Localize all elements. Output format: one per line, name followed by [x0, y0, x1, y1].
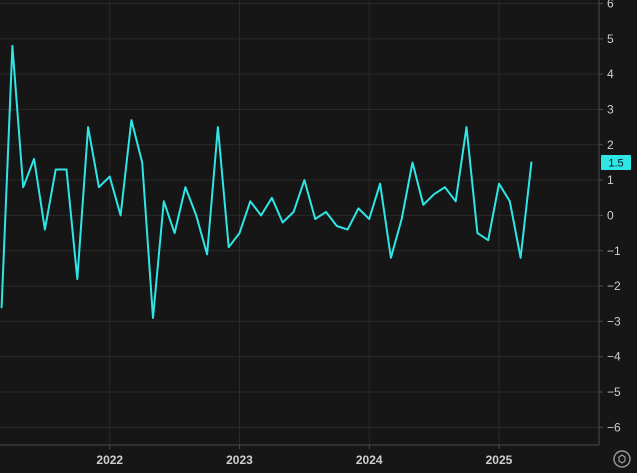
last-value-badge-bg [601, 154, 631, 170]
data-point [33, 157, 36, 160]
data-point [65, 168, 68, 171]
data-point [97, 186, 100, 189]
data-point [151, 316, 154, 319]
data-points [0, 44, 533, 319]
x-axis: 2022 2023 2024 2025 [96, 445, 513, 467]
data-point [227, 246, 230, 249]
data-point [379, 182, 382, 185]
data-point [0, 306, 3, 309]
x-tick-label: 2025 [486, 453, 513, 467]
data-point [292, 210, 295, 213]
data-point [238, 232, 241, 235]
data-point [260, 214, 263, 217]
data-point [303, 179, 306, 182]
data-point [476, 232, 479, 235]
data-point [108, 175, 111, 178]
data-point [184, 186, 187, 189]
grid [0, 0, 599, 445]
y-tick-label: 5 [607, 32, 614, 46]
data-point [22, 186, 25, 189]
last-value-badge: 1.5 [601, 154, 631, 170]
data-point [368, 217, 371, 220]
y-tick-label: 1 [607, 173, 614, 187]
data-point [389, 256, 392, 259]
y-axis: 6 5 4 3 2 1 0 −1 −2 −3 −4 −5 −6 [599, 0, 621, 434]
y-tick-label: 2 [607, 138, 614, 152]
data-point [357, 207, 360, 210]
data-point [162, 200, 165, 203]
settings-icon[interactable] [613, 450, 631, 468]
data-point [54, 168, 57, 171]
data-point [281, 221, 284, 224]
data-point [119, 214, 122, 217]
data-point [443, 186, 446, 189]
data-point [433, 193, 436, 196]
y-tick-label: −6 [607, 420, 621, 434]
data-point [519, 256, 522, 259]
data-point [130, 119, 133, 122]
last-value-label: 1.5 [608, 157, 623, 169]
y-tick-label: 6 [607, 0, 614, 11]
y-tick-label: −3 [607, 314, 621, 328]
data-point [487, 239, 490, 242]
y-tick-label: −1 [607, 244, 621, 258]
data-point [530, 161, 533, 164]
data-point [87, 126, 90, 129]
data-point [346, 228, 349, 231]
x-tick-label: 2023 [226, 453, 253, 467]
y-tick-label: −4 [607, 350, 621, 364]
x-tick-label: 2022 [96, 453, 123, 467]
data-point [422, 203, 425, 206]
y-tick-label: −2 [607, 279, 621, 293]
x-tick-label: 2024 [356, 453, 383, 467]
data-point [195, 214, 198, 217]
data-point [206, 253, 209, 256]
data-point [173, 232, 176, 235]
data-point [324, 210, 327, 213]
data-point [465, 126, 468, 129]
data-point [497, 182, 500, 185]
data-point [76, 278, 79, 281]
data-point [508, 200, 511, 203]
data-point [400, 217, 403, 220]
data-point [249, 200, 252, 203]
data-point [43, 228, 46, 231]
y-tick-label: 3 [607, 102, 614, 116]
data-point [270, 196, 273, 199]
y-tick-label: 4 [607, 67, 614, 81]
data-point [141, 161, 144, 164]
data-point [11, 44, 14, 47]
y-tick-label: 0 [607, 208, 614, 222]
y-tick-label: −5 [607, 385, 621, 399]
data-point [314, 217, 317, 220]
data-point [335, 225, 338, 228]
series-line [0, 44, 533, 319]
data-point [216, 126, 219, 129]
data-point [454, 200, 457, 203]
data-point [411, 161, 414, 164]
